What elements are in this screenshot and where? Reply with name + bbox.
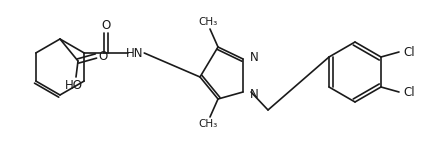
Text: N: N bbox=[250, 51, 259, 63]
Text: N: N bbox=[250, 87, 259, 101]
Text: Cl: Cl bbox=[403, 45, 415, 59]
Text: O: O bbox=[102, 18, 111, 32]
Text: O: O bbox=[99, 49, 108, 63]
Text: CH₃: CH₃ bbox=[198, 17, 217, 27]
Text: HN: HN bbox=[125, 47, 143, 59]
Text: Cl: Cl bbox=[403, 85, 415, 99]
Text: HO: HO bbox=[65, 79, 83, 91]
Text: CH₃: CH₃ bbox=[198, 119, 217, 129]
